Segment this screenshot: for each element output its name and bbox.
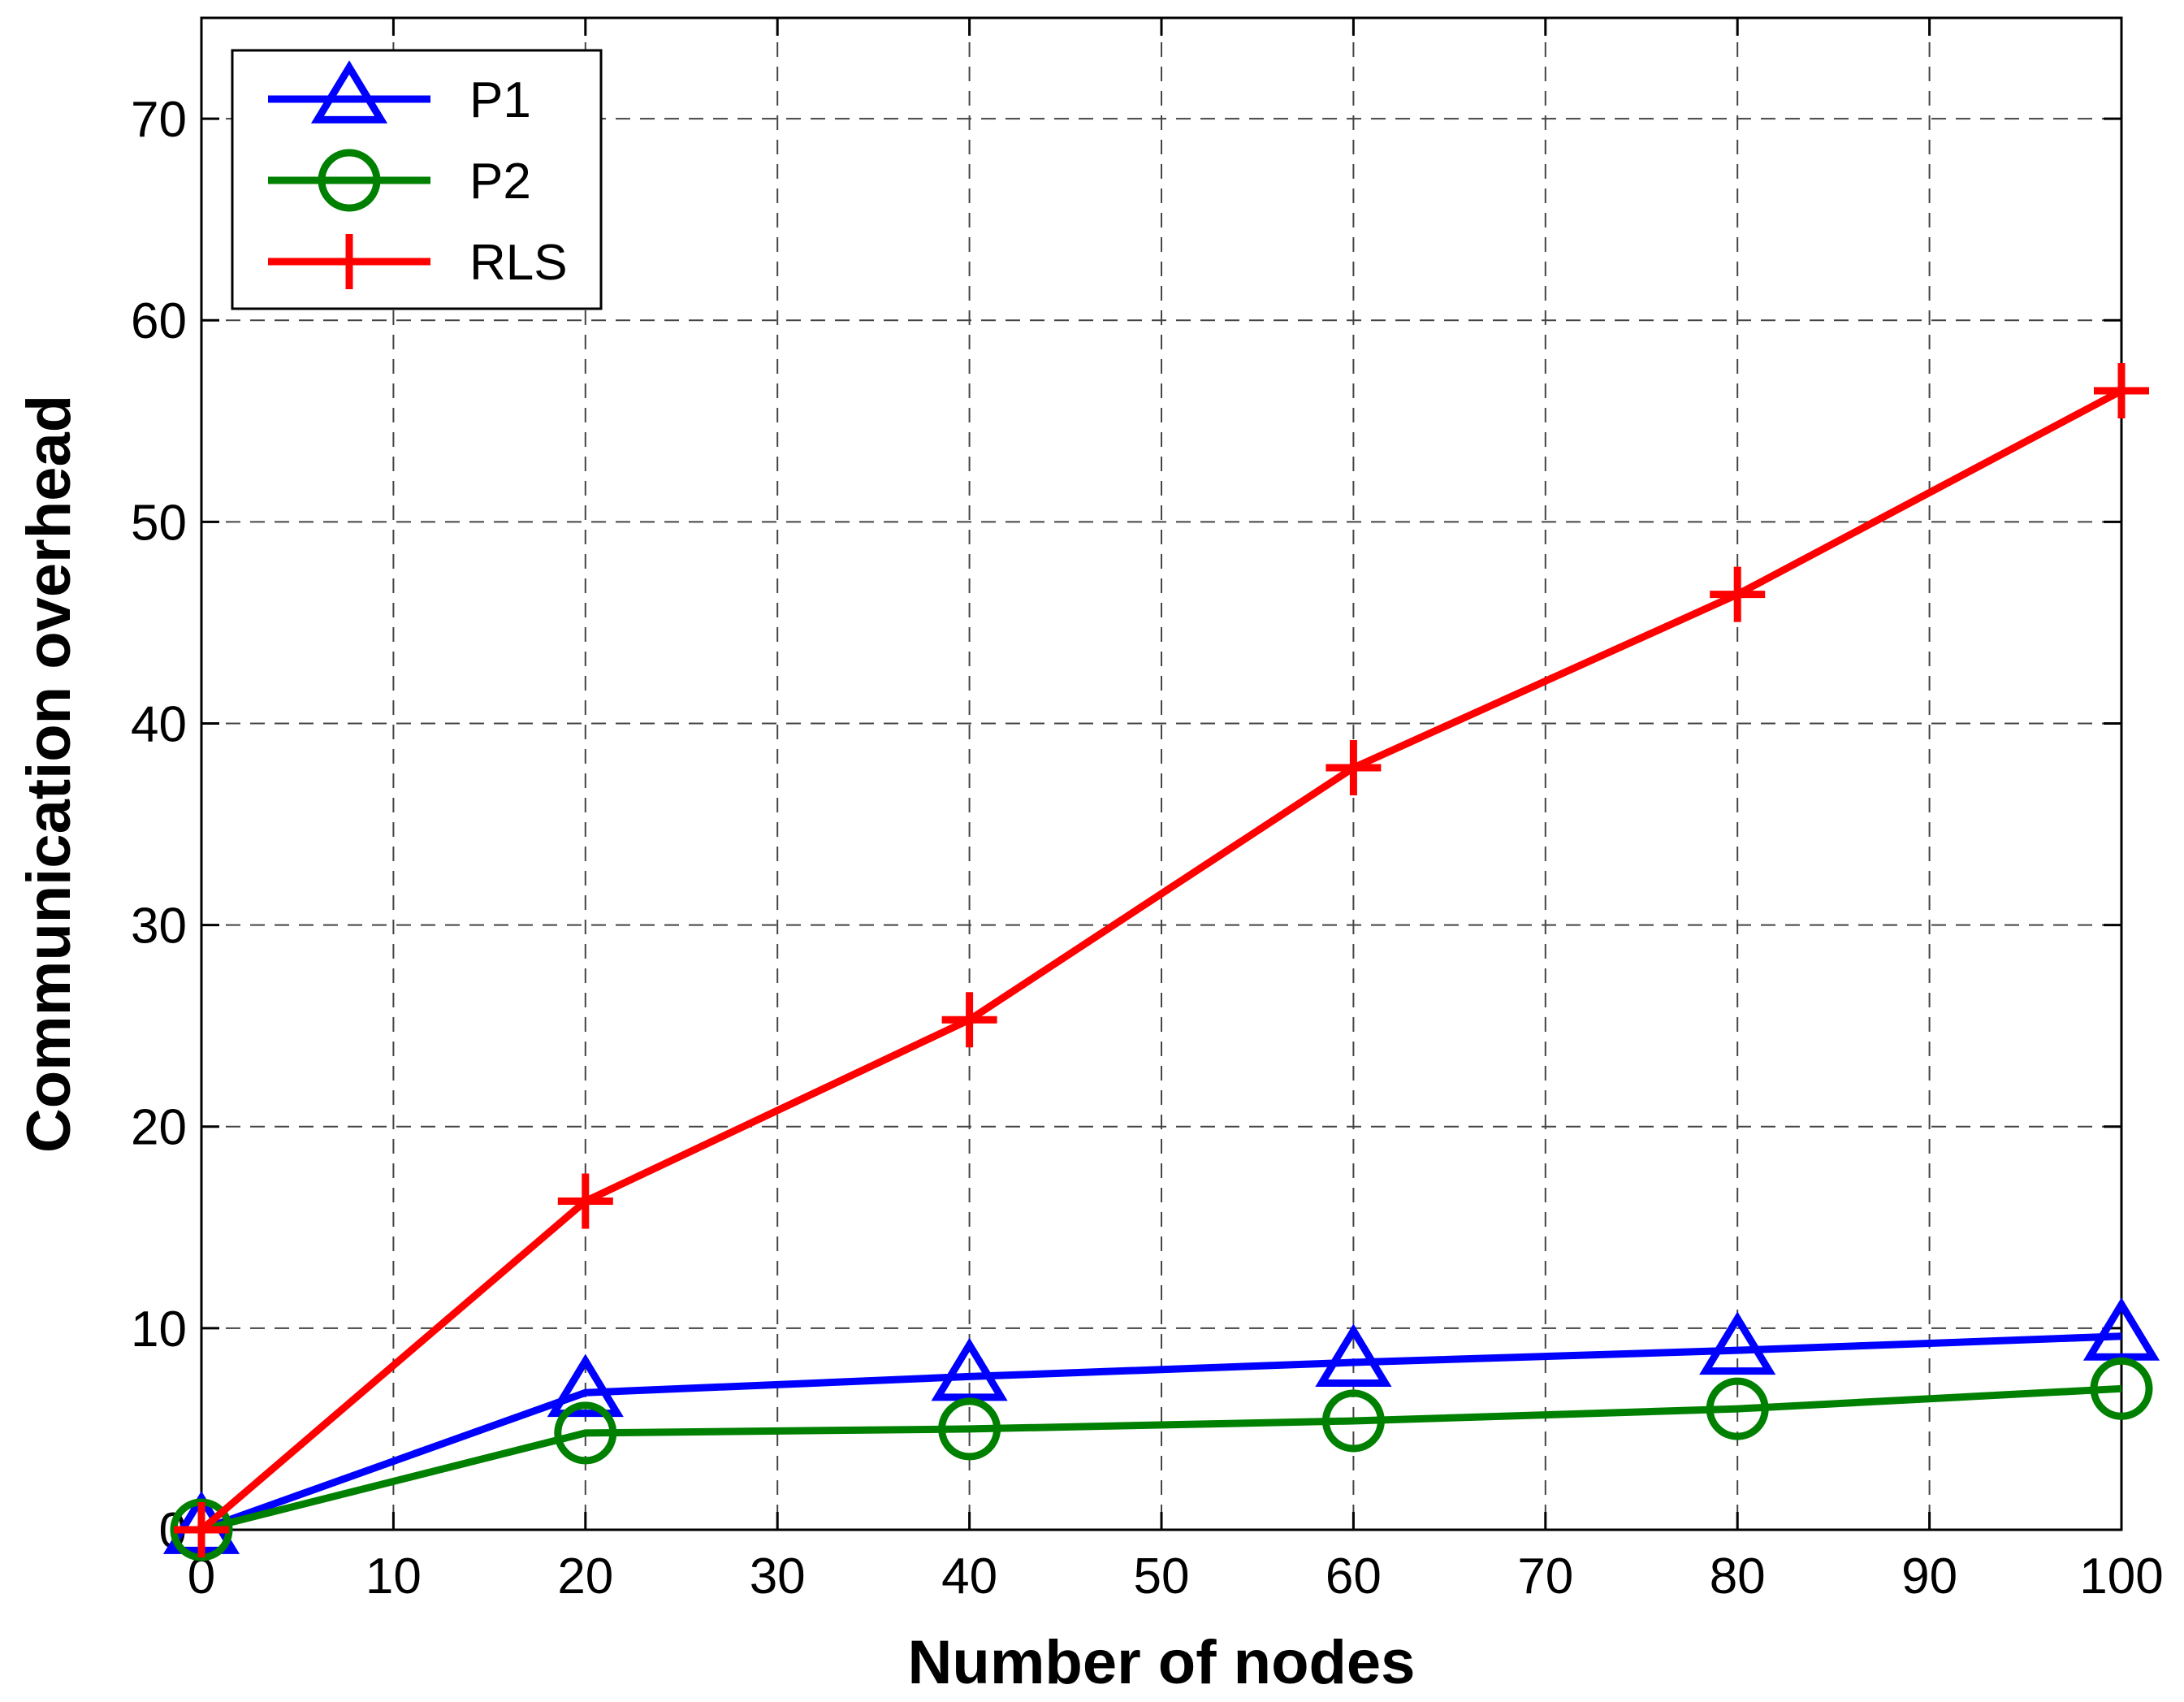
data-point bbox=[547, 1353, 624, 1418]
x-tick-label: 40 bbox=[941, 1548, 997, 1605]
x-tick-label: 90 bbox=[1901, 1548, 1957, 1605]
data-point bbox=[1699, 1311, 1776, 1375]
y-tick-label: 40 bbox=[131, 696, 187, 752]
plus-marker bbox=[1326, 740, 1382, 796]
series-line bbox=[200, 1384, 2122, 1534]
y-axis-title: Communication overhead bbox=[15, 395, 84, 1153]
triangle-marker bbox=[2082, 1297, 2160, 1361]
legend-item-p2: P2 bbox=[268, 149, 531, 212]
y-tick-label: 20 bbox=[131, 1100, 187, 1156]
legend-marker bbox=[318, 149, 381, 212]
data-point bbox=[557, 1173, 613, 1229]
y-tick-label: 50 bbox=[131, 495, 187, 551]
legend-item-p1: P1 bbox=[268, 60, 531, 128]
legend-marker bbox=[322, 234, 377, 289]
circle-marker bbox=[938, 1397, 1001, 1461]
legend-marker bbox=[310, 60, 388, 123]
plus-marker bbox=[322, 234, 377, 289]
series-line bbox=[200, 1332, 2122, 1534]
x-tick-label: 50 bbox=[1134, 1548, 1190, 1605]
data-point bbox=[941, 992, 997, 1048]
plus-marker bbox=[2094, 363, 2149, 419]
y-tick-label: 30 bbox=[131, 899, 187, 955]
data-point bbox=[2094, 363, 2149, 419]
circle-marker bbox=[1706, 1377, 1769, 1440]
triangle-marker bbox=[931, 1337, 1008, 1401]
x-tick-label: 100 bbox=[2079, 1548, 2163, 1605]
legend-item-rls: RLS bbox=[268, 234, 568, 291]
data-point bbox=[1706, 1377, 1769, 1440]
data-point bbox=[1710, 566, 1766, 622]
plus-marker bbox=[174, 1502, 229, 1557]
series-line bbox=[199, 388, 2124, 1533]
x-tick-label: 20 bbox=[557, 1548, 613, 1605]
data-point bbox=[1326, 740, 1382, 796]
circle-marker bbox=[554, 1401, 617, 1465]
triangle-marker bbox=[310, 60, 388, 123]
data-point bbox=[938, 1397, 1001, 1461]
circle-marker bbox=[1321, 1389, 1385, 1453]
y-tick-label: 60 bbox=[131, 293, 187, 349]
data-point bbox=[2090, 1357, 2153, 1420]
legend-label: RLS bbox=[469, 235, 568, 291]
y-tick-label: 70 bbox=[131, 92, 187, 148]
grid bbox=[201, 18, 2121, 1530]
data-point bbox=[1321, 1389, 1385, 1453]
data-point bbox=[931, 1337, 1008, 1401]
data-point bbox=[1315, 1323, 1392, 1387]
circle-marker bbox=[2090, 1357, 2153, 1420]
triangle-marker bbox=[1315, 1323, 1392, 1387]
data-point bbox=[2082, 1297, 2160, 1361]
data-point bbox=[174, 1502, 229, 1557]
plus-marker bbox=[557, 1173, 613, 1229]
circle-marker bbox=[318, 149, 381, 212]
triangle-marker bbox=[1699, 1311, 1776, 1375]
x-tick-label: 80 bbox=[1710, 1548, 1766, 1605]
legend-label: P2 bbox=[469, 154, 531, 210]
x-axis-title: Number of nodes bbox=[908, 1628, 1416, 1697]
data-point bbox=[554, 1401, 617, 1465]
x-tick-label: 70 bbox=[1517, 1548, 1573, 1605]
legend: P1 P2 RLS bbox=[231, 49, 603, 310]
x-tick-label: 10 bbox=[365, 1548, 422, 1605]
x-tick-label: 30 bbox=[750, 1548, 806, 1605]
y-tick-label: 10 bbox=[131, 1301, 187, 1358]
plus-marker bbox=[1710, 566, 1766, 622]
triangle-marker bbox=[547, 1353, 624, 1418]
plus-marker bbox=[941, 992, 997, 1048]
series-rls bbox=[174, 363, 2149, 1557]
legend-label: P1 bbox=[469, 72, 531, 128]
x-tick-label: 60 bbox=[1326, 1548, 1382, 1605]
series-group bbox=[162, 363, 2160, 1561]
